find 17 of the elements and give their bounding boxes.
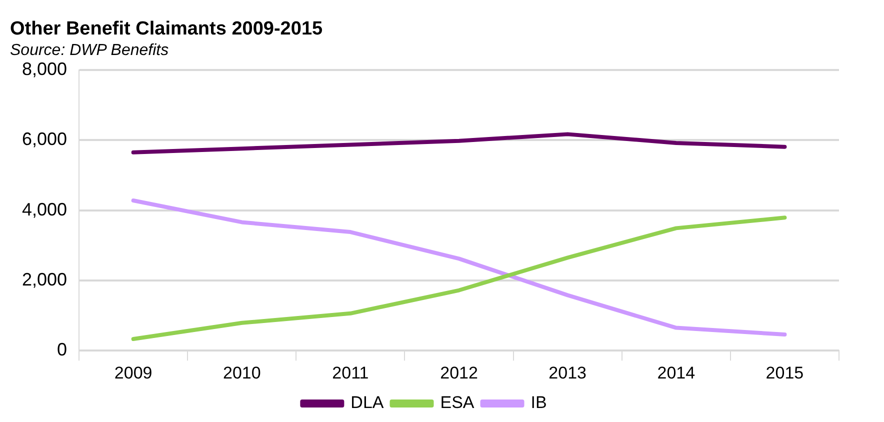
x-tick-label: 2012 bbox=[440, 363, 478, 382]
y-tick-label: 0 bbox=[57, 340, 68, 360]
legend-label: IB bbox=[530, 393, 547, 412]
x-tick-label: 2014 bbox=[657, 363, 696, 382]
legend-label: DLA bbox=[350, 393, 384, 412]
y-tick-label: 6,000 bbox=[22, 129, 68, 150]
y-tick-label: 8,000 bbox=[22, 58, 68, 79]
x-tick-label: 2010 bbox=[222, 363, 261, 382]
chart-subtitle: Source: DWP Benefits bbox=[10, 42, 169, 59]
x-tick-label: 2009 bbox=[114, 363, 152, 382]
legend-label: ESA bbox=[440, 393, 475, 412]
y-tick-label: 4,000 bbox=[22, 199, 68, 220]
chart-title: Other Benefit Claimants 2009-2015 bbox=[10, 18, 324, 40]
y-tick-label: 2,000 bbox=[22, 269, 68, 290]
x-tick-label: 2011 bbox=[332, 363, 369, 382]
x-tick-label: 2015 bbox=[766, 363, 804, 382]
x-tick-label: 2013 bbox=[548, 363, 586, 382]
